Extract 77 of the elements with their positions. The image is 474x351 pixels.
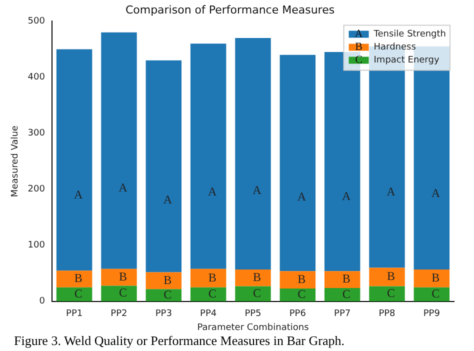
y-tick-label: 0 — [39, 296, 46, 307]
data-label: A — [208, 184, 217, 198]
data-label: A — [74, 187, 83, 202]
bar — [280, 271, 316, 289]
caption: Figure 3. Weld Quality or Performance Measures in Bar Graph. — [14, 333, 346, 349]
data-label: C — [164, 287, 172, 302]
bar — [146, 60, 182, 272]
bar — [146, 272, 182, 290]
data-label: C — [118, 286, 127, 300]
bar — [101, 32, 137, 269]
bar — [324, 271, 360, 288]
x-tick-label: PP9 — [423, 309, 440, 320]
bar — [280, 288, 316, 302]
x-tick-label: PP5 — [244, 309, 262, 320]
y-tick-label: 400 — [28, 72, 46, 83]
x-tick-label: PP2 — [110, 309, 128, 320]
y-axis-title: Measured Value — [10, 125, 21, 198]
bar — [324, 52, 360, 272]
bar — [56, 287, 92, 302]
bar — [56, 49, 92, 271]
bar — [280, 54, 316, 272]
data-label: C — [252, 286, 261, 300]
data-label: A — [342, 188, 351, 203]
bar — [369, 286, 405, 302]
data-label: B — [164, 272, 172, 287]
y-tick-label: 300 — [28, 128, 46, 139]
data-label: B — [432, 270, 440, 285]
bar — [414, 287, 450, 302]
data-label: C — [342, 286, 350, 301]
data-label: A — [252, 182, 262, 197]
bar — [190, 268, 226, 288]
data-label: A — [163, 192, 172, 206]
x-tick-label: PP1 — [66, 309, 83, 320]
data-label: B — [342, 272, 350, 286]
bar — [146, 289, 182, 302]
x-tick-label: PP4 — [200, 309, 217, 320]
data-label: A — [118, 180, 128, 195]
bar — [235, 269, 271, 286]
bar — [235, 38, 271, 270]
x-tick-label: PP3 — [155, 309, 172, 320]
data-label: B — [386, 269, 396, 284]
bar — [324, 288, 360, 302]
data-label: B — [208, 270, 216, 284]
bar — [56, 270, 92, 288]
data-label: B — [298, 272, 306, 286]
chart-title: Comparison of Performance Measures — [125, 3, 335, 16]
y-tick-label: 500 — [28, 16, 46, 27]
legend-label: Hardness — [374, 42, 416, 53]
bar — [101, 286, 137, 302]
x-tick-label: PP8 — [378, 309, 396, 320]
bar — [235, 286, 271, 302]
bar — [101, 268, 137, 286]
data-label: C — [208, 286, 216, 301]
bar — [190, 44, 226, 269]
data-label: B — [74, 271, 82, 286]
x-axis-title: Parameter Combinations — [197, 322, 310, 333]
x-tick-label: PP7 — [334, 309, 351, 320]
data-label: C — [298, 287, 306, 302]
legend-label: Impact Energy — [374, 56, 440, 66]
data-label: A — [386, 184, 396, 199]
data-label: C — [432, 286, 440, 301]
legend-label: Tensile Strength — [372, 30, 446, 40]
text: A — [354, 28, 363, 40]
y-tick-label: 200 — [28, 184, 46, 195]
bar — [190, 287, 226, 302]
data-label: C — [74, 286, 82, 301]
x-tick-label: PP6 — [289, 309, 306, 320]
data-label: C — [386, 286, 396, 300]
y-tick-label: 100 — [28, 240, 46, 251]
data-label: A — [297, 190, 306, 204]
text: C — [355, 54, 362, 66]
data-label: A — [431, 186, 440, 200]
data-label: B — [118, 269, 127, 284]
data-label: B — [252, 270, 261, 284]
text: B — [355, 41, 362, 54]
bar — [369, 268, 405, 286]
bar — [414, 269, 450, 288]
